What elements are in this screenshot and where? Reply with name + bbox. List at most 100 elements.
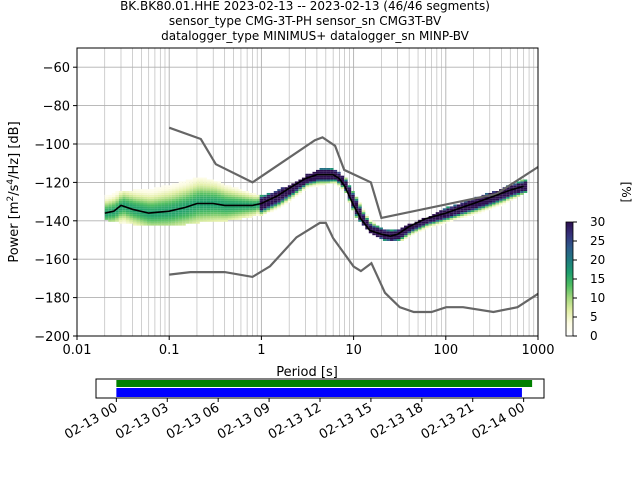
- heatmap-cell: [104, 200, 109, 203]
- heatmap-cell: [168, 223, 172, 226]
- heatmap-cell: [203, 219, 207, 222]
- heatmap-cell: [217, 187, 221, 190]
- heatmap-cell: [238, 189, 243, 192]
- heatmap-cell: [178, 217, 183, 220]
- heatmap-cell: [185, 200, 190, 203]
- heatmap-cell: [375, 229, 380, 232]
- heatmap-cell: [361, 210, 366, 213]
- heatmap-cell: [256, 196, 260, 199]
- heatmap-cell: [301, 185, 306, 188]
- heatmap-cell: [266, 206, 271, 209]
- heatmap-cell: [217, 194, 221, 197]
- heatmap-cell: [189, 202, 193, 205]
- heatmap-cell: [439, 212, 443, 215]
- heatmap-cell: [129, 196, 133, 199]
- heatmap-cell: [203, 200, 207, 203]
- heatmap-cell: [206, 219, 211, 222]
- heatmap-cell: [213, 192, 218, 195]
- heatmap-cell: [147, 204, 151, 207]
- heatmap-cell: [118, 208, 123, 211]
- heatmap-cell: [340, 179, 345, 182]
- heatmap-cell: [277, 191, 281, 193]
- heatmap-cell: [192, 179, 197, 182]
- heatmap-cell: [111, 192, 116, 195]
- heatmap-cell: [333, 183, 338, 186]
- heatmap-cell: [368, 223, 373, 226]
- heatmap-cell: [206, 206, 211, 209]
- heatmap-cell: [213, 219, 218, 222]
- heatmap-cell: [217, 202, 221, 205]
- heatmap-cell: [196, 187, 200, 190]
- heatmap-cell: [520, 189, 524, 192]
- heatmap-cell: [456, 216, 461, 218]
- heatmap-cell: [175, 214, 179, 216]
- heatmap-cell: [273, 206, 278, 209]
- heatmap-cell: [298, 191, 302, 193]
- heatmap-cell: [185, 185, 190, 188]
- heatmap-cell: [354, 204, 359, 207]
- heatmap-cell: [154, 189, 158, 192]
- heatmap-cell: [175, 212, 179, 215]
- heatmap-cell: [330, 181, 334, 184]
- heatmap-cell: [449, 208, 454, 211]
- heatmap-cell: [291, 189, 295, 192]
- heatmap-cell: [210, 206, 214, 209]
- heatmap-cell: [189, 181, 193, 184]
- heatmap-cell: [245, 200, 250, 203]
- heatmap-cell: [277, 198, 281, 201]
- heatmap-cell: [206, 212, 211, 215]
- heatmap-cell: [199, 177, 204, 180]
- heatmap-cell: [122, 219, 126, 222]
- heatmap-cell: [129, 210, 133, 213]
- heatmap-cell: [168, 187, 172, 190]
- heatmap-cell: [157, 208, 162, 211]
- heatmap-cell: [224, 214, 228, 216]
- heatmap-cell: [192, 187, 197, 190]
- heatmap-cell: [298, 179, 302, 182]
- heatmap-cell: [396, 239, 401, 241]
- heatmap-cell: [196, 210, 200, 213]
- heatmap-cell: [407, 229, 412, 232]
- heatmap-cell: [266, 202, 271, 205]
- colorbar: 0 5 10 15 20 25 30 [%]: [565, 182, 633, 343]
- heatmap-cell: [365, 219, 369, 222]
- heatmap-cell: [147, 216, 151, 218]
- heatmap-cell: [245, 202, 250, 205]
- heatmap-cell: [284, 187, 288, 190]
- heatmap-cell: [213, 185, 218, 188]
- heatmap-cell: [484, 208, 489, 211]
- heatmap-cell: [220, 189, 225, 192]
- heatmap-cell: [196, 219, 200, 222]
- heatmap-cell: [242, 196, 246, 199]
- heatmap-cell: [513, 189, 517, 192]
- heatmap-cell: [523, 183, 528, 186]
- heatmap-cell: [249, 214, 253, 216]
- heatmap-cell: [421, 227, 426, 230]
- heatmap-cell: [196, 206, 200, 209]
- heatmap-cell: [361, 217, 366, 220]
- heatmap-cell: [147, 189, 151, 192]
- heatmap-cell: [182, 183, 186, 186]
- heatmap-cell: [523, 181, 528, 184]
- heatmap-cell: [354, 206, 359, 209]
- heatmap-cell: [227, 202, 232, 205]
- heatmap-cell: [206, 192, 211, 195]
- heatmap-cell: [242, 194, 246, 197]
- heatmap-cell: [118, 221, 123, 224]
- heatmap-cell: [421, 225, 426, 228]
- heatmap-cell: [157, 200, 162, 203]
- heatmap-cell: [291, 191, 295, 193]
- heatmap-cell: [481, 208, 485, 211]
- heatmap-cell: [266, 194, 271, 197]
- heatmap-cell: [220, 192, 225, 195]
- heatmap-cell: [189, 189, 193, 192]
- heatmap-cell: [203, 212, 207, 215]
- heatmap-cell: [111, 219, 116, 222]
- heatmap-cell: [259, 212, 264, 215]
- heatmap-cell: [118, 216, 123, 218]
- heatmap-cell: [161, 202, 165, 205]
- heatmap-cell: [266, 200, 271, 203]
- heatmap-cell: [389, 231, 394, 234]
- heatmap-cell: [523, 185, 528, 188]
- heatmap-cell: [147, 210, 151, 213]
